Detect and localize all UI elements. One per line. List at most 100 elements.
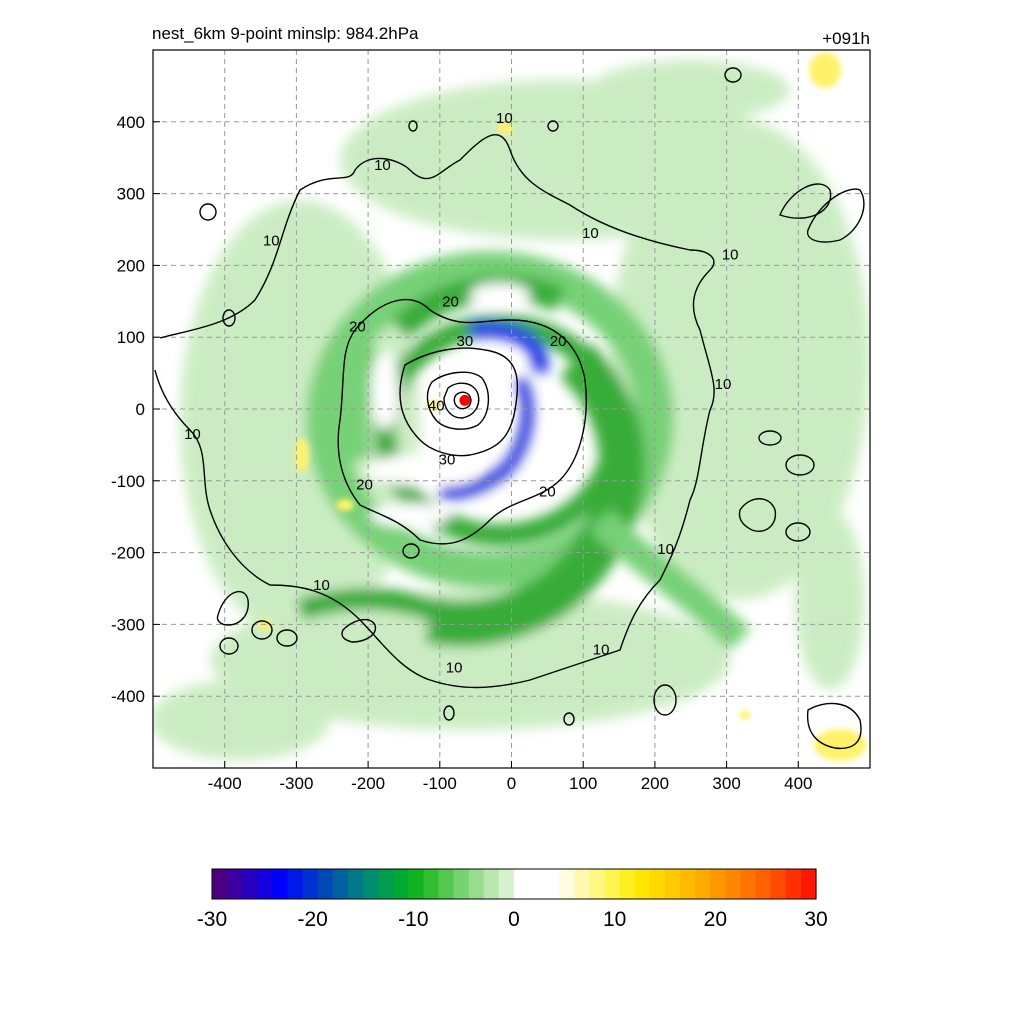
colorbar-cell	[483, 869, 500, 899]
y-tick-label: -300	[111, 615, 145, 634]
colorbar-cell	[453, 869, 470, 899]
colorbar-tick-label: -10	[398, 908, 428, 931]
contour-lines	[154, 67, 865, 750]
colorbar-cell	[438, 869, 455, 899]
y-tick-label: 0	[136, 400, 145, 419]
x-tick-label: 400	[784, 774, 812, 793]
colorbar-tick-label: 10	[603, 908, 626, 931]
contour-label: 10	[263, 232, 280, 249]
colorbar-cell	[695, 869, 711, 899]
contour-labels: 10 10 10 10 10 10 10 10 10 10 10 20 20 20 20 20 30 30 40	[184, 110, 738, 676]
y-tick-label: 100	[117, 328, 145, 347]
colorbar-cell	[725, 869, 742, 899]
colorbar-cell	[544, 869, 560, 899]
y-tick-label: -200	[111, 544, 145, 563]
contour-label: 10	[593, 642, 610, 659]
y-tick-label: -100	[111, 472, 145, 491]
x-tick-label: 200	[641, 774, 669, 793]
colorbar-cell	[680, 869, 696, 899]
colorbar-tick-label: 30	[804, 908, 827, 931]
contour-label: 20	[539, 484, 556, 501]
contour-30	[399, 347, 519, 457]
contour-label: 20	[349, 318, 366, 335]
x-tick-label: -100	[423, 774, 457, 793]
chart-title: nest_6km 9-point minslp: 984.2hPa	[152, 24, 419, 43]
colorbar-cell	[498, 869, 515, 899]
colorbar-cell	[559, 869, 575, 899]
y-tick-label: 200	[117, 256, 145, 275]
colorbar-tick-label: -20	[297, 908, 327, 931]
colorbar-cell	[408, 869, 424, 899]
colorbar-tick-label: -30	[197, 908, 227, 931]
colorbar-cell	[378, 869, 394, 899]
contour-label: 30	[439, 451, 456, 468]
colorbar-cell	[227, 869, 243, 899]
contour-20	[337, 299, 587, 545]
colorbar-cell	[332, 869, 349, 899]
contour-label: 10	[722, 247, 739, 264]
colorbar-cell	[242, 869, 258, 899]
colorbar-cell	[257, 869, 273, 899]
contour-label: 30	[457, 333, 474, 350]
colorbar-cell	[755, 869, 772, 899]
contour-label: 10	[446, 659, 463, 676]
colorbar-cell	[740, 869, 757, 899]
y-tick-label: 300	[117, 185, 145, 204]
x-tick-label: -400	[208, 774, 242, 793]
contour-label: 10	[582, 225, 599, 242]
storm-center-marker	[459, 394, 471, 406]
colorbar-tick-label: 0	[508, 908, 520, 931]
colorbar-cell	[302, 869, 319, 899]
contour-inner-2	[453, 391, 472, 410]
colorbar-cell	[649, 869, 666, 899]
colorbar-cell	[529, 869, 545, 899]
contour-label: 10	[657, 541, 674, 558]
colorbar-cell	[363, 869, 379, 899]
contour-40	[426, 371, 489, 430]
colorbar-cell	[347, 869, 364, 899]
colorbar-cell	[770, 869, 787, 899]
colorbar-cell	[212, 869, 228, 899]
colorbar-cell	[634, 869, 651, 899]
contour-10-outer	[154, 134, 715, 689]
colorbar-cell	[514, 869, 530, 899]
colorbar-cell	[619, 869, 636, 899]
colorbar-cell	[272, 869, 289, 899]
colorbar-cell	[589, 869, 606, 899]
colorbar-cell	[665, 869, 681, 899]
x-axis: -400 -300 -200 -100 0 100 200 300 400	[208, 761, 812, 793]
colorbar-cell	[785, 869, 802, 899]
y-tick-label: -400	[111, 687, 145, 706]
forecast-hour-label: +091h	[822, 29, 870, 48]
colorbar: -30 -20 -10 0 10 20 30	[197, 868, 828, 931]
contour-inner-1	[443, 382, 480, 419]
contour-label: 10	[313, 577, 330, 594]
x-tick-label: -200	[351, 774, 385, 793]
colorbar-cell	[468, 869, 485, 899]
colorbar-cell	[423, 869, 440, 899]
colorbar-tick-label: 20	[704, 908, 727, 931]
y-tick-label: 400	[117, 113, 145, 132]
y-axis: 400 300 200 100 0 -100 -200 -300 -400	[111, 113, 160, 706]
shaded-field	[153, 52, 870, 761]
colorbar-cell	[710, 869, 726, 899]
x-tick-label: 100	[569, 774, 597, 793]
colorbar-cell	[393, 869, 409, 899]
contour-label: 20	[356, 476, 373, 493]
contour-label: 10	[184, 426, 201, 443]
contour-label: 10	[496, 110, 513, 127]
contour-label: 40	[428, 397, 445, 414]
x-tick-label: 300	[712, 774, 740, 793]
contour-label: 10	[715, 376, 732, 393]
colorbar-cell	[604, 869, 621, 899]
contour-label: 20	[442, 293, 459, 310]
colorbar-cell	[800, 869, 817, 899]
x-tick-label: 0	[507, 774, 516, 793]
colorbar-cell	[574, 869, 591, 899]
x-tick-label: -300	[279, 774, 313, 793]
contour-label: 10	[374, 157, 391, 174]
colorbar-cell	[287, 869, 304, 899]
plot-area: 10 10 10 10 10 10 10 10 10 10 10 20 20 20 20 20 30 30 40	[153, 50, 870, 768]
colorbar-cell	[317, 869, 334, 899]
